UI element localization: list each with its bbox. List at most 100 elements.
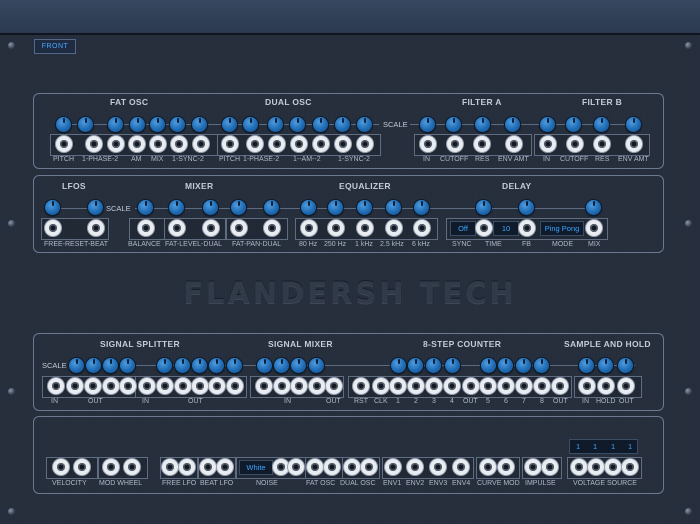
fat-osc-out-jack-2[interactable] — [324, 459, 340, 475]
noise-jack-2[interactable] — [288, 459, 304, 475]
pan-jack-2[interactable] — [264, 220, 280, 236]
filter-b-res-jack[interactable] — [594, 136, 610, 152]
mixer-knob-1[interactable] — [257, 358, 272, 373]
mod-wheel-jack-1[interactable] — [103, 459, 119, 475]
env3-jack[interactable] — [430, 459, 446, 475]
balance-jack[interactable] — [138, 220, 154, 236]
noise-type-display[interactable]: White — [239, 460, 273, 475]
dual-am-jack-2[interactable] — [313, 136, 329, 152]
mixer-out-jack[interactable] — [326, 378, 342, 394]
voltage-jack-1[interactable] — [571, 459, 587, 475]
eq-6khz-knob[interactable] — [414, 200, 429, 215]
step-knob-1[interactable] — [391, 358, 406, 373]
dual-sync-knob-2[interactable] — [357, 117, 372, 132]
fat-mix-knob[interactable] — [150, 117, 165, 132]
mixer-knob-4[interactable] — [309, 358, 324, 373]
filter-a-cutoff-jack[interactable] — [447, 136, 463, 152]
fat-osc-out-jack-1[interactable] — [307, 459, 323, 475]
splitter-out-jack-1[interactable] — [67, 378, 83, 394]
lfo-jack-1[interactable] — [45, 220, 61, 236]
lfo-knob-2[interactable] — [88, 200, 103, 215]
dual-phase-jack-2[interactable] — [269, 136, 285, 152]
sh-out-jack[interactable] — [618, 378, 634, 394]
fat-pitch-jack[interactable] — [56, 136, 72, 152]
env4-jack[interactable] — [453, 459, 469, 475]
delay-fb-jack[interactable] — [519, 220, 535, 236]
step-clk-jack[interactable] — [373, 378, 389, 394]
splitter-out-jack-6[interactable] — [175, 378, 191, 394]
step-knob-4[interactable] — [445, 358, 460, 373]
filter-b-cutoff-knob[interactable] — [566, 117, 581, 132]
step-knob-3[interactable] — [426, 358, 441, 373]
filter-b-env-knob[interactable] — [626, 117, 641, 132]
beat-lfo-jack-1[interactable] — [200, 459, 216, 475]
eq-250hz-knob[interactable] — [328, 200, 343, 215]
delay-sync-display[interactable]: Off — [450, 221, 476, 236]
dual-sync-jack-2[interactable] — [357, 136, 373, 152]
sh-hold-jack[interactable] — [598, 378, 614, 394]
splitter-out-jack-3[interactable] — [103, 378, 119, 394]
step-2-jack[interactable] — [408, 378, 424, 394]
step-out-jack-1[interactable] — [463, 378, 479, 394]
dual-am-knob-2[interactable] — [313, 117, 328, 132]
sh-knob-2[interactable] — [598, 358, 613, 373]
eq-1khz-knob[interactable] — [357, 200, 372, 215]
free-lfo-jack-2[interactable] — [179, 459, 195, 475]
dual-phase-knob-1[interactable] — [243, 117, 258, 132]
fat-sync-knob-2[interactable] — [192, 117, 207, 132]
dual-sync-jack-1[interactable] — [335, 136, 351, 152]
fat-mix-jack[interactable] — [150, 136, 166, 152]
step-3-jack[interactable] — [426, 378, 442, 394]
step-5-jack[interactable] — [480, 378, 496, 394]
dual-phase-knob-2[interactable] — [268, 117, 283, 132]
voltage-jack-3[interactable] — [605, 459, 621, 475]
lfo-knob-1[interactable] — [45, 200, 60, 215]
step-rst-jack[interactable] — [353, 378, 369, 394]
delay-mix-knob[interactable] — [586, 200, 601, 215]
eq-80hz-knob[interactable] — [301, 200, 316, 215]
splitter-knob-8[interactable] — [209, 358, 224, 373]
mod-wheel-jack-2[interactable] — [124, 459, 140, 475]
splitter-out-jack-8[interactable] — [209, 378, 225, 394]
front-button[interactable]: FRONT — [34, 39, 76, 54]
splitter-out-jack-9[interactable] — [227, 378, 243, 394]
mixer-knob-3[interactable] — [291, 358, 306, 373]
dual-osc-out-jack-2[interactable] — [361, 459, 377, 475]
fat-phase-knob-1[interactable] — [78, 117, 93, 132]
splitter-in-jack-1[interactable] — [48, 378, 64, 394]
splitter-knob-4[interactable] — [120, 358, 135, 373]
delay-fb-knob[interactable] — [519, 200, 534, 215]
eq-80hz-jack[interactable] — [301, 220, 317, 236]
noise-jack-1[interactable] — [273, 459, 289, 475]
fat-pitch-knob[interactable] — [56, 117, 71, 132]
eq-2.5khz-jack[interactable] — [386, 220, 402, 236]
voltage-jack-4[interactable] — [622, 459, 638, 475]
dual-osc-out-jack-1[interactable] — [344, 459, 360, 475]
step-knob-7[interactable] — [516, 358, 531, 373]
filter-a-in-jack[interactable] — [420, 136, 436, 152]
splitter-knob-7[interactable] — [192, 358, 207, 373]
step-knob-5[interactable] — [481, 358, 496, 373]
step-knob-8[interactable] — [534, 358, 549, 373]
lfo-jack-2[interactable] — [88, 220, 104, 236]
mixer-in-jack-4[interactable] — [309, 378, 325, 394]
filter-a-res-knob[interactable] — [475, 117, 490, 132]
dual-pitch-knob[interactable] — [222, 117, 237, 132]
step-8-jack[interactable] — [534, 378, 550, 394]
voltage-value-2[interactable]: 1 — [593, 442, 598, 451]
sh-knob-1[interactable] — [579, 358, 594, 373]
mixer-in-jack-1[interactable] — [256, 378, 272, 394]
filter-a-res-jack[interactable] — [474, 136, 490, 152]
voltage-jack-2[interactable] — [588, 459, 604, 475]
delay-time-knob[interactable] — [476, 200, 491, 215]
fat-phase-jack-1[interactable] — [86, 136, 102, 152]
fat-sync-jack-2[interactable] — [193, 136, 209, 152]
step-4-jack[interactable] — [444, 378, 460, 394]
impulse-jack-2[interactable] — [542, 459, 558, 475]
sh-knob-3[interactable] — [618, 358, 633, 373]
fat-phase-jack-2[interactable] — [108, 136, 124, 152]
step-7-jack[interactable] — [516, 378, 532, 394]
velocity-jack-1[interactable] — [53, 459, 69, 475]
mixer-in-jack-2[interactable] — [274, 378, 290, 394]
splitter-out-jack-4[interactable] — [120, 378, 136, 394]
